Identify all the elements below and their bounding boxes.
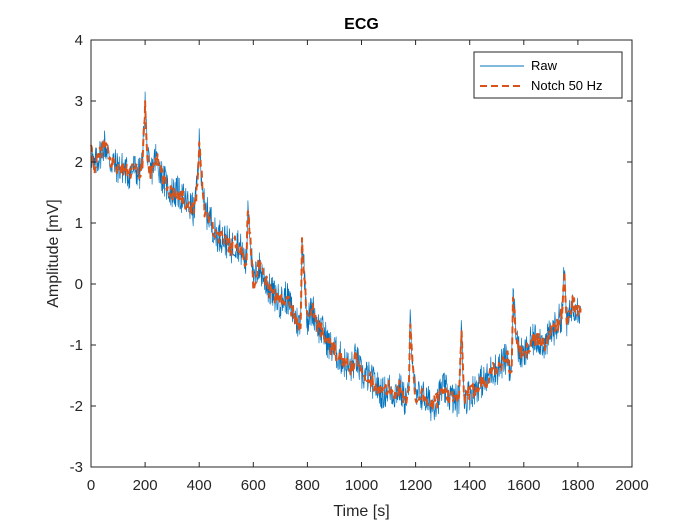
plot-area xyxy=(91,40,632,467)
y-tick-label: -2 xyxy=(70,398,83,415)
x-tick-label: 1000 xyxy=(345,477,378,494)
y-tick-label: -1 xyxy=(70,337,83,354)
x-tick-label: 0 xyxy=(87,477,95,494)
x-axis: 0 200 400 600 800 1000 1200 1400 1600 1800 2000 xyxy=(87,40,649,494)
y-axis-label: Amplitude [mV] xyxy=(45,199,62,307)
x-tick-label: 600 xyxy=(241,477,266,494)
legend-box xyxy=(473,51,623,99)
x-axis-label: Time [s] xyxy=(333,503,389,520)
y-tick-label: 4 xyxy=(75,32,83,49)
y-tick-label: 3 xyxy=(75,93,83,110)
legend-label-raw: Raw xyxy=(531,58,558,73)
x-tick-label: 2000 xyxy=(615,477,648,494)
x-tick-label: 1400 xyxy=(453,477,486,494)
y-tick-label: -3 xyxy=(70,459,83,476)
y-axis: -3 -2 -1 0 1 2 3 4 xyxy=(70,32,632,476)
series-layer xyxy=(90,91,582,422)
x-tick-label: 1600 xyxy=(507,477,540,494)
x-tick-label: 400 xyxy=(187,477,212,494)
y-tick-label: 2 xyxy=(75,154,83,171)
y-tick-label: 0 xyxy=(75,276,83,293)
x-tick-label: 1200 xyxy=(399,477,432,494)
x-tick-label: 800 xyxy=(295,477,320,494)
legend-label-notch: Notch 50 Hz xyxy=(531,78,603,93)
series-line-notch xyxy=(90,100,582,412)
legend: Raw Notch 50 Hz xyxy=(473,51,623,99)
x-tick-label: 200 xyxy=(133,477,158,494)
y-tick-label: 1 xyxy=(75,215,83,232)
chart-title: ECG xyxy=(344,16,379,33)
x-tick-label: 1800 xyxy=(561,477,594,494)
